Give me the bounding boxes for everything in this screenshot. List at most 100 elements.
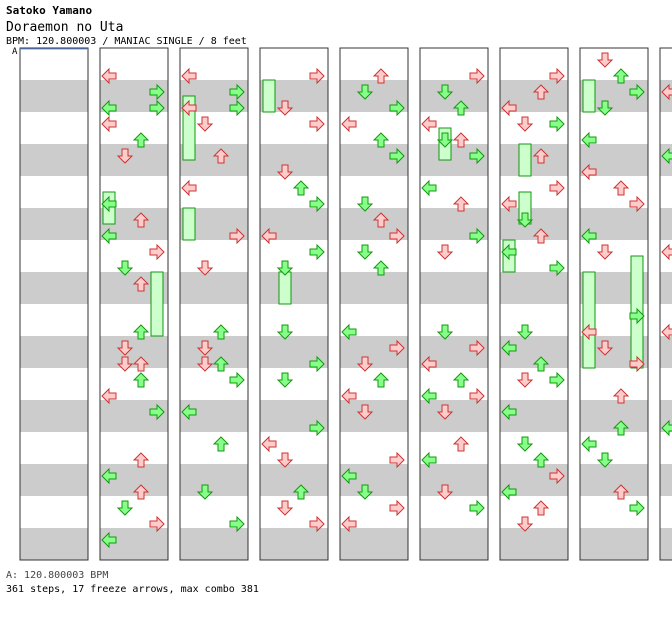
column-border — [259, 47, 329, 561]
beat-stripe — [260, 368, 328, 400]
step-arrow-up — [532, 228, 550, 244]
step-arrow-right — [229, 227, 245, 245]
step-arrow-up — [452, 132, 470, 148]
step-arrow-left — [101, 67, 117, 85]
step-arrow-left — [421, 387, 437, 405]
step-arrow-right — [389, 147, 405, 165]
step-arrow-left — [341, 515, 357, 533]
step-arrow-left — [581, 435, 597, 453]
step-arrow-down — [356, 484, 374, 500]
step-arrow-up — [212, 356, 230, 372]
step-arrow-up — [532, 452, 550, 468]
step-arrow-down — [436, 244, 454, 260]
step-arrow-up — [212, 324, 230, 340]
step-arrow-down — [356, 356, 374, 372]
step-arrow-down — [436, 84, 454, 100]
step-arrow-right — [549, 115, 565, 133]
step-arrow-right — [309, 195, 325, 213]
step-arrow-down — [516, 516, 534, 532]
beat-stripe — [660, 432, 672, 464]
step-arrow-right — [469, 339, 485, 357]
step-arrow-right — [389, 227, 405, 245]
beat-stripe — [20, 48, 88, 80]
step-arrow-up — [372, 372, 390, 388]
step-arrow-left — [101, 115, 117, 133]
bpm-marker: A — [12, 47, 18, 57]
beat-stripe — [20, 336, 88, 368]
step-arrow-down — [196, 356, 214, 372]
step-arrow-right — [469, 387, 485, 405]
step-arrow-right — [389, 451, 405, 469]
column-border — [659, 47, 672, 561]
step-arrow-down — [596, 244, 614, 260]
beat-stripe — [660, 176, 672, 208]
step-arrow-down — [116, 260, 134, 276]
step-arrow-left — [421, 179, 437, 197]
step-arrow-down — [356, 404, 374, 420]
step-column-0 — [19, 47, 89, 561]
beat-stripe — [20, 528, 88, 560]
step-arrow-right — [149, 243, 165, 261]
beat-stripe — [500, 304, 568, 336]
beat-stripe — [180, 464, 248, 496]
step-arrow-left — [101, 531, 117, 549]
step-arrow-left — [341, 387, 357, 405]
step-arrow-right — [549, 67, 565, 85]
step-arrow-left — [421, 355, 437, 373]
step-arrow-up — [612, 420, 630, 436]
step-arrow-left — [501, 243, 517, 261]
step-arrow-right — [229, 515, 245, 533]
step-arrow-down — [276, 372, 294, 388]
step-arrow-down — [276, 452, 294, 468]
freeze-arrow — [582, 271, 596, 369]
step-arrow-left — [181, 99, 197, 117]
step-arrow-left — [101, 99, 117, 117]
step-arrow-up — [532, 148, 550, 164]
beat-stripe — [340, 176, 408, 208]
step-arrow-up — [132, 212, 150, 228]
step-arrow-left — [501, 339, 517, 357]
step-arrow-up — [212, 148, 230, 164]
step-arrow-left — [661, 83, 672, 101]
step-arrow-up — [372, 260, 390, 276]
step-arrow-right — [309, 515, 325, 533]
beat-stripe — [660, 528, 672, 560]
beat-stripe — [20, 80, 88, 112]
step-arrow-up — [372, 68, 390, 84]
step-arrow-right — [229, 371, 245, 389]
step-arrow-down — [196, 340, 214, 356]
beat-stripe — [420, 304, 488, 336]
step-arrow-up — [292, 180, 310, 196]
step-arrow-left — [581, 163, 597, 181]
step-arrow-down — [356, 84, 374, 100]
beat-stripe — [500, 432, 568, 464]
step-arrow-down — [436, 404, 454, 420]
beat-stripe — [20, 112, 88, 144]
column-border — [499, 47, 569, 561]
step-column-7 — [579, 47, 649, 561]
step-arrow-up — [132, 372, 150, 388]
beat-stripe — [20, 368, 88, 400]
chart-meta: BPM: 120.800003 / MANIAC SINGLE / 8 feet — [6, 36, 247, 47]
step-arrow-down — [116, 356, 134, 372]
step-arrow-up — [532, 356, 550, 372]
column-border — [179, 47, 249, 561]
step-arrow-up — [132, 484, 150, 500]
step-arrow-up — [532, 84, 550, 100]
beat-stripe — [20, 464, 88, 496]
step-arrow-left — [661, 323, 672, 341]
step-column-5 — [419, 47, 489, 561]
step-arrow-left — [181, 179, 197, 197]
beat-stripe — [420, 400, 488, 432]
step-arrow-left — [101, 227, 117, 245]
beat-stripe — [500, 144, 568, 176]
beat-stripe — [180, 272, 248, 304]
beat-stripe — [340, 240, 408, 272]
column-border — [419, 47, 489, 561]
beat-stripe — [500, 400, 568, 432]
step-arrow-up — [612, 180, 630, 196]
beat-stripe — [180, 304, 248, 336]
beat-stripe — [340, 112, 408, 144]
beat-stripe — [20, 496, 88, 528]
step-arrow-up — [452, 372, 470, 388]
